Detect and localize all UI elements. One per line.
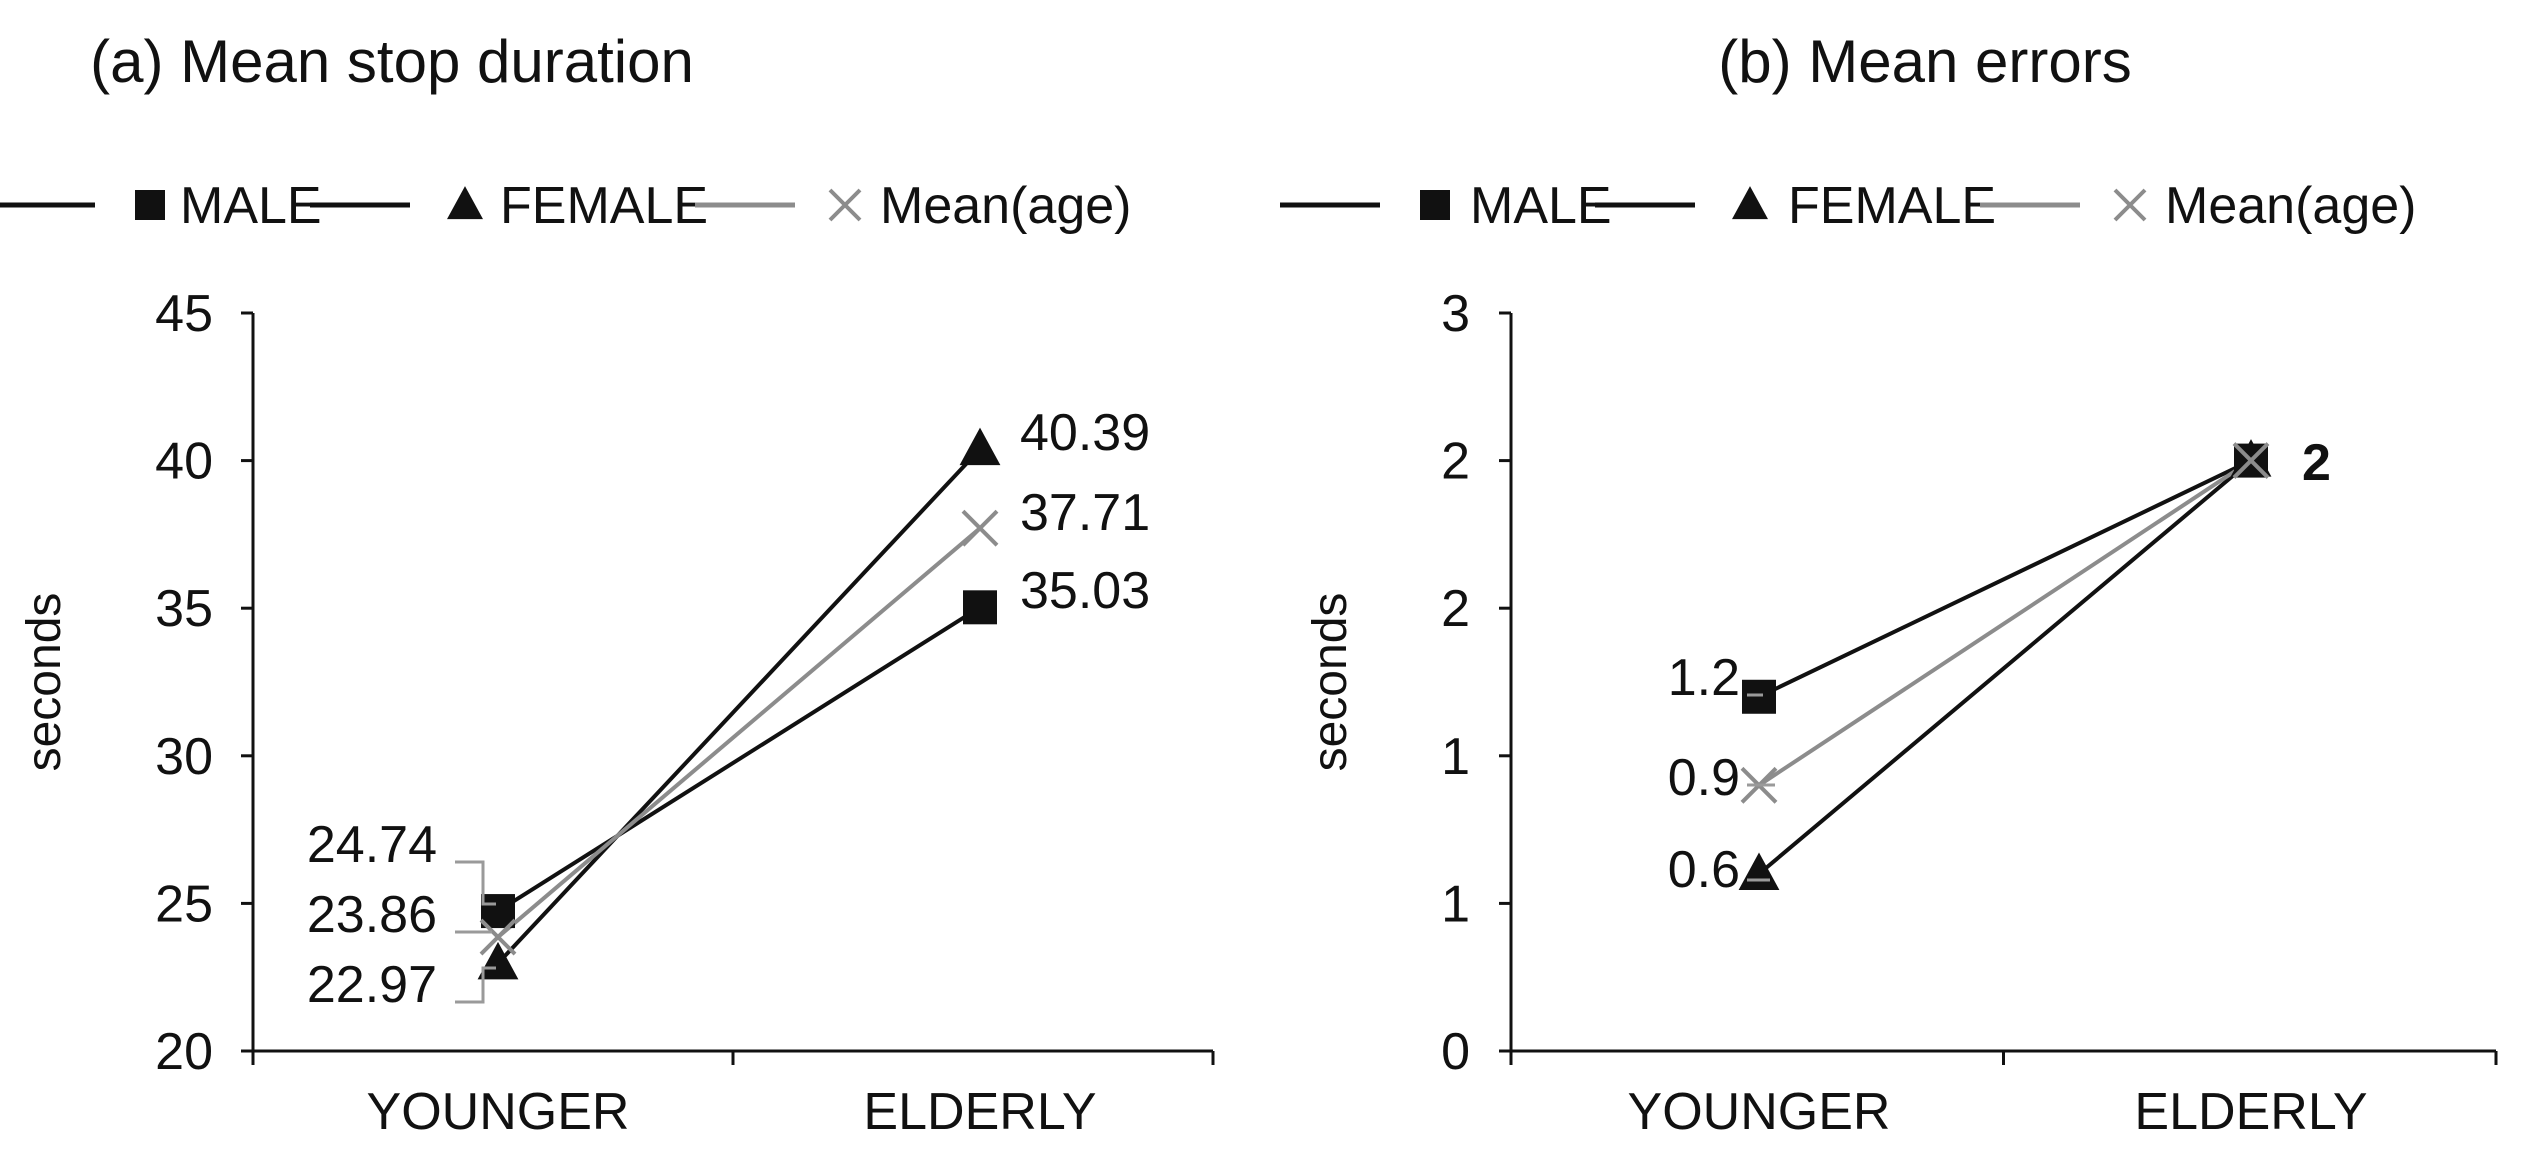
legend-label: MALE <box>180 177 322 235</box>
chart-b: (b) Mean errors MALE FEMALE Mean(age) 0 1 1 2 2 3… <box>1280 28 2498 1141</box>
series-line-male <box>1758 458 2252 699</box>
chart-title: (a) Mean stop duration <box>90 28 694 95</box>
data-label-leader <box>455 966 496 1004</box>
legend-label: FEMALE <box>1788 177 1996 235</box>
y-tick-label: 35 <box>155 580 213 638</box>
legend-marker-square <box>1420 190 1450 220</box>
data-label: 22.97 <box>307 956 437 1014</box>
y-tick-label: 1 <box>1441 875 1470 933</box>
legend-marker-triangle <box>1732 186 1768 220</box>
series-line-male <box>496 605 982 913</box>
chart-title: (b) Mean errors <box>1718 28 2131 95</box>
legend-label: Mean(age) <box>880 177 1131 235</box>
x-tick-label: ELDERLY <box>2134 1083 2367 1141</box>
legend-label: MALE <box>1470 177 1612 235</box>
data-label: 0.6 <box>1668 841 1740 899</box>
data-label: 1.2 <box>1668 649 1740 707</box>
data-label: 23.86 <box>307 886 437 944</box>
y-tick-label: 20 <box>155 1023 213 1081</box>
series-line-meanage <box>1757 458 2253 787</box>
y-axis-title: seconds <box>1304 593 1357 772</box>
data-label-leader <box>455 860 496 906</box>
data-point-male <box>1742 679 1776 714</box>
data-label: 0.9 <box>1668 749 1740 807</box>
y-axis-title: seconds <box>18 593 71 772</box>
legend-marker-x <box>2113 188 2147 222</box>
data-point-male <box>963 590 997 625</box>
data-point-meanage <box>961 509 999 547</box>
y-tick-label: 45 <box>155 285 213 343</box>
data-point-meanage <box>479 918 517 956</box>
y-tick-label: 40 <box>155 433 213 491</box>
legend-marker-square <box>135 190 165 220</box>
chart-a: (a) Mean stop duration MALE FEMALE Mean(age… <box>0 28 1215 1141</box>
data-label: 35.03 <box>1020 562 1150 620</box>
x-tick-label: YOUNGER <box>1628 1083 1891 1141</box>
data-point-meanage <box>2232 442 2270 480</box>
series-line-female <box>496 447 982 965</box>
legend-marker-x <box>828 188 862 222</box>
y-tick-label: 2 <box>1441 580 1470 638</box>
legend-label: Mean(age) <box>2165 177 2416 235</box>
data-point-female <box>1738 852 1780 890</box>
x-tick-label: YOUNGER <box>367 1083 630 1141</box>
data-label: 40.39 <box>1020 404 1150 462</box>
y-tick-label: 1 <box>1441 728 1470 786</box>
data-label: 2 <box>2302 434 2331 492</box>
series-line-female <box>1757 459 2253 876</box>
data-point-male <box>481 894 515 929</box>
x-tick-label: ELDERLY <box>863 1083 1096 1141</box>
series-line-meanage <box>496 526 982 939</box>
data-point-female <box>477 941 519 980</box>
data-label: 37.71 <box>1020 484 1150 542</box>
legend-marker-triangle <box>447 186 483 220</box>
y-tick-label: 25 <box>155 875 213 933</box>
y-tick-label: 3 <box>1441 285 1470 343</box>
y-tick-label: 0 <box>1441 1023 1470 1081</box>
legend-label: FEMALE <box>500 177 708 235</box>
y-tick-label: 30 <box>155 728 213 786</box>
data-label: 24.74 <box>307 816 437 874</box>
data-point-female <box>959 427 1001 466</box>
y-tick-label: 2 <box>1441 433 1470 491</box>
